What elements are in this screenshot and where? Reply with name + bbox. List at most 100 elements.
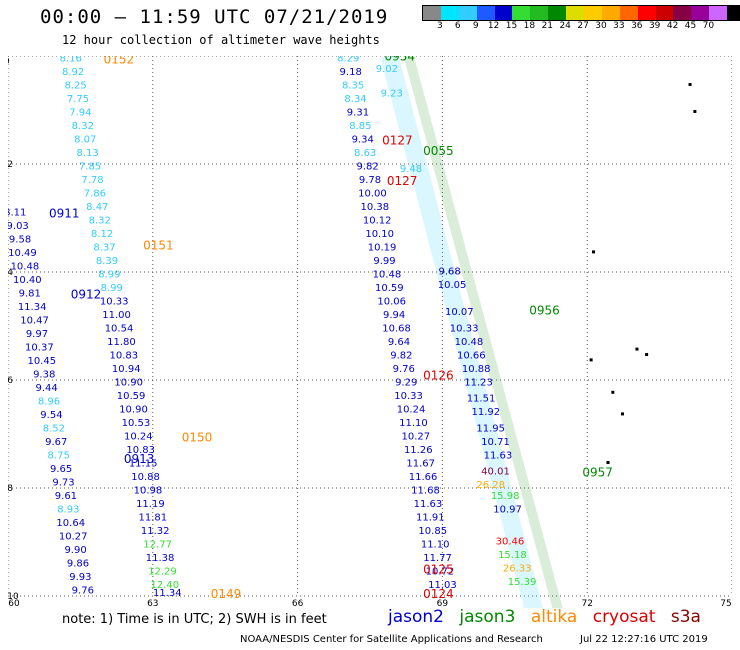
wave-height-value: 11.80: [107, 337, 136, 348]
wave-height-value: 11.92: [472, 407, 501, 418]
wave-height-value: 9.23: [381, 89, 403, 100]
wave-height-value: 11.03: [428, 580, 457, 591]
wave-height-value: 8.16: [60, 56, 82, 64]
pass-time-label: 0912: [71, 287, 102, 301]
wave-height-value: 9.61: [55, 491, 77, 502]
colorbar-tick-label: 42: [666, 21, 679, 31]
wave-height-value: 10.33: [450, 323, 479, 334]
satellite-tracks: [380, 56, 563, 608]
wave-height-value: 8.32: [72, 121, 94, 132]
island: [611, 390, 615, 394]
wave-height-value: 10.94: [112, 364, 141, 375]
wave-height-value: 9.97: [26, 329, 48, 340]
wave-height-value: 10.59: [117, 391, 146, 402]
wave-height-value: 11.68: [411, 485, 440, 496]
colorbar-swatch: [440, 6, 459, 20]
wave-height-value: 11.67: [406, 458, 435, 469]
wave-height-value: 9.73: [52, 477, 74, 488]
x-tick-label: 69: [437, 599, 449, 608]
wave-height-value: 10.64: [56, 518, 85, 529]
pass-time-label: 0055: [423, 144, 454, 158]
wave-height-value: 11.10: [421, 539, 450, 550]
colorbar-swatch: [530, 6, 549, 20]
map-title: 00:00 – 11:59 UTC 07/21/2019: [40, 6, 389, 28]
wave-height-value: 11.95: [476, 423, 505, 434]
legend-jason2: jason2: [388, 607, 444, 627]
colorbar-swatch: [601, 6, 620, 20]
wave-height-value: 8.07: [74, 134, 96, 145]
wave-height-value: 10.27: [402, 431, 431, 442]
island: [620, 412, 624, 416]
wave-height-value: 8.92: [62, 67, 84, 78]
wave-height-value: 10.47: [20, 315, 49, 326]
wave-height-value: 10.12: [363, 215, 392, 226]
wave-height-value: 8.63: [354, 148, 376, 159]
colorbar-swatch: [458, 6, 477, 20]
wave-height-value: 7.78: [81, 175, 103, 186]
y-tick-label: -4: [8, 268, 13, 278]
wave-height-value: 26.33: [503, 564, 532, 575]
wave-height-value: 10.45: [27, 356, 56, 367]
islands: [589, 83, 697, 464]
legend-cryosat: cryosat: [592, 607, 656, 627]
colorbar-swatch: [691, 6, 710, 20]
wave-height-value: 8.11: [8, 207, 26, 218]
footer-note: note: 1) Time is in UTC; 2) SWH is in fe…: [62, 612, 327, 627]
wave-height-value: 10.90: [119, 404, 148, 415]
island: [606, 461, 610, 464]
wave-height-value: 8.75: [48, 450, 70, 461]
wave-height-value: 8.29: [337, 56, 359, 64]
wave-height-value: 9.78: [359, 175, 381, 186]
colorbar-swatch: [655, 6, 674, 20]
wave-height-value: 9.18: [340, 67, 362, 78]
wave-height-value: 10.37: [25, 342, 54, 353]
wave-height-value: 11.66: [409, 472, 438, 483]
wave-height-value: 7.75: [67, 94, 89, 105]
wave-height-value: 9.82: [390, 350, 412, 361]
pass-time-label: 0126: [423, 368, 454, 382]
wave-height-value: 11.34: [18, 302, 47, 313]
colorbar-tick-label: 9: [472, 21, 479, 31]
wave-height-value: 10.06: [377, 296, 406, 307]
colorbar-tick-label: 45: [684, 21, 697, 31]
wave-height-value: 9.94: [383, 310, 405, 321]
wave-height-value: 10.33: [394, 391, 423, 402]
island: [592, 250, 596, 254]
y-tick-label: -10: [8, 592, 19, 602]
wave-height-value: 11.77: [423, 553, 452, 564]
wave-height-value: 10.33: [100, 296, 129, 307]
colorbar-swatch: [566, 6, 585, 20]
wave-height-value: 40.01: [481, 467, 510, 478]
wave-height-value: 8.12: [91, 229, 113, 240]
wave-height-value: 11.81: [138, 512, 167, 523]
colorbar-tick-label: 6: [454, 21, 461, 31]
wave-height-value: 9.90: [64, 545, 86, 556]
wave-height-value: 8.37: [93, 242, 115, 253]
colorbar-tick-label: 70: [702, 21, 715, 31]
wave-height-value: 10.48: [11, 261, 40, 272]
wave-height-value: 15.18: [498, 550, 527, 561]
wave-height-value: 10.98: [134, 485, 163, 496]
legend-altika: altika: [530, 607, 578, 627]
wave-height-value: 11.23: [464, 377, 493, 388]
wave-height-value: 9.64: [388, 337, 410, 348]
wave-height-value: 10.07: [445, 307, 474, 318]
pass-time-label: 0125: [423, 563, 454, 577]
wave-height-value: 9.76: [393, 364, 415, 375]
colorbar-tick-label: 21: [541, 21, 554, 31]
wave-height-value: 11.00: [102, 310, 131, 321]
wave-height-value: 10.71: [481, 437, 510, 448]
colorbar-tick-label: 33: [613, 21, 625, 31]
wave-height-value: 9.68: [439, 267, 461, 278]
pass-time-labels: 0152 0911 0151 0912 0150 0913 0149 0954 0127 0055…: [49, 56, 613, 601]
colorbar-swatch: [619, 6, 638, 20]
wave-height-value: 10.48: [373, 269, 402, 280]
y-tick-label: -2: [8, 160, 13, 170]
wave-height-value: 10.19: [368, 242, 397, 253]
colorbar-tick-label: 27: [577, 21, 589, 31]
wave-height-value: 9.29: [395, 377, 417, 388]
wave-height-value: 9.65: [50, 464, 72, 475]
wave-height-value: 10.97: [493, 504, 522, 515]
map-grid: [8, 56, 732, 597]
map-axes: 60 63 66 69 72 75 0 -2 -4 -6 -8 -10: [8, 57, 732, 608]
